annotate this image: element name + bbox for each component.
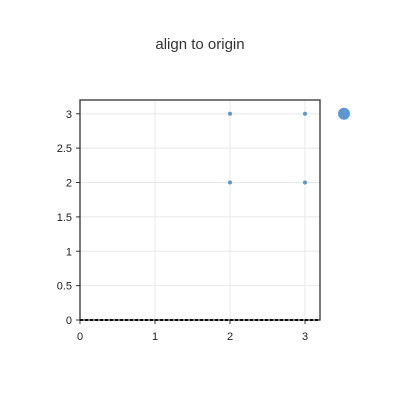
y-tick-label: 3	[66, 109, 72, 121]
plot-frame	[79, 99, 321, 321]
legend	[338, 107, 350, 120]
x-tick-label: 2	[227, 331, 233, 343]
y-tick-label: 0	[66, 315, 72, 327]
x-tick-label: 3	[302, 331, 308, 343]
y-tick-label: 2.5	[57, 143, 72, 155]
data-point	[303, 180, 307, 185]
data-point	[228, 180, 232, 185]
x-tick-label: 0	[77, 331, 83, 343]
data-point	[228, 111, 232, 116]
y-tick-label: 2	[66, 178, 72, 190]
x-tick-label: 1	[152, 331, 158, 343]
data-point	[303, 111, 307, 116]
legend-marker	[338, 107, 350, 120]
data-points	[228, 111, 307, 185]
grid	[80, 100, 320, 320]
y-tick-label: 0.5	[57, 281, 72, 293]
chart-title: align to origin	[155, 36, 244, 53]
y-tick-label: 1	[66, 246, 72, 258]
axes	[76, 99, 321, 324]
y-tick-label: 1.5	[57, 212, 72, 224]
tick-labels: 0 1 2 3 0 0.5 1 1.5 2 2.5 3	[57, 109, 308, 343]
